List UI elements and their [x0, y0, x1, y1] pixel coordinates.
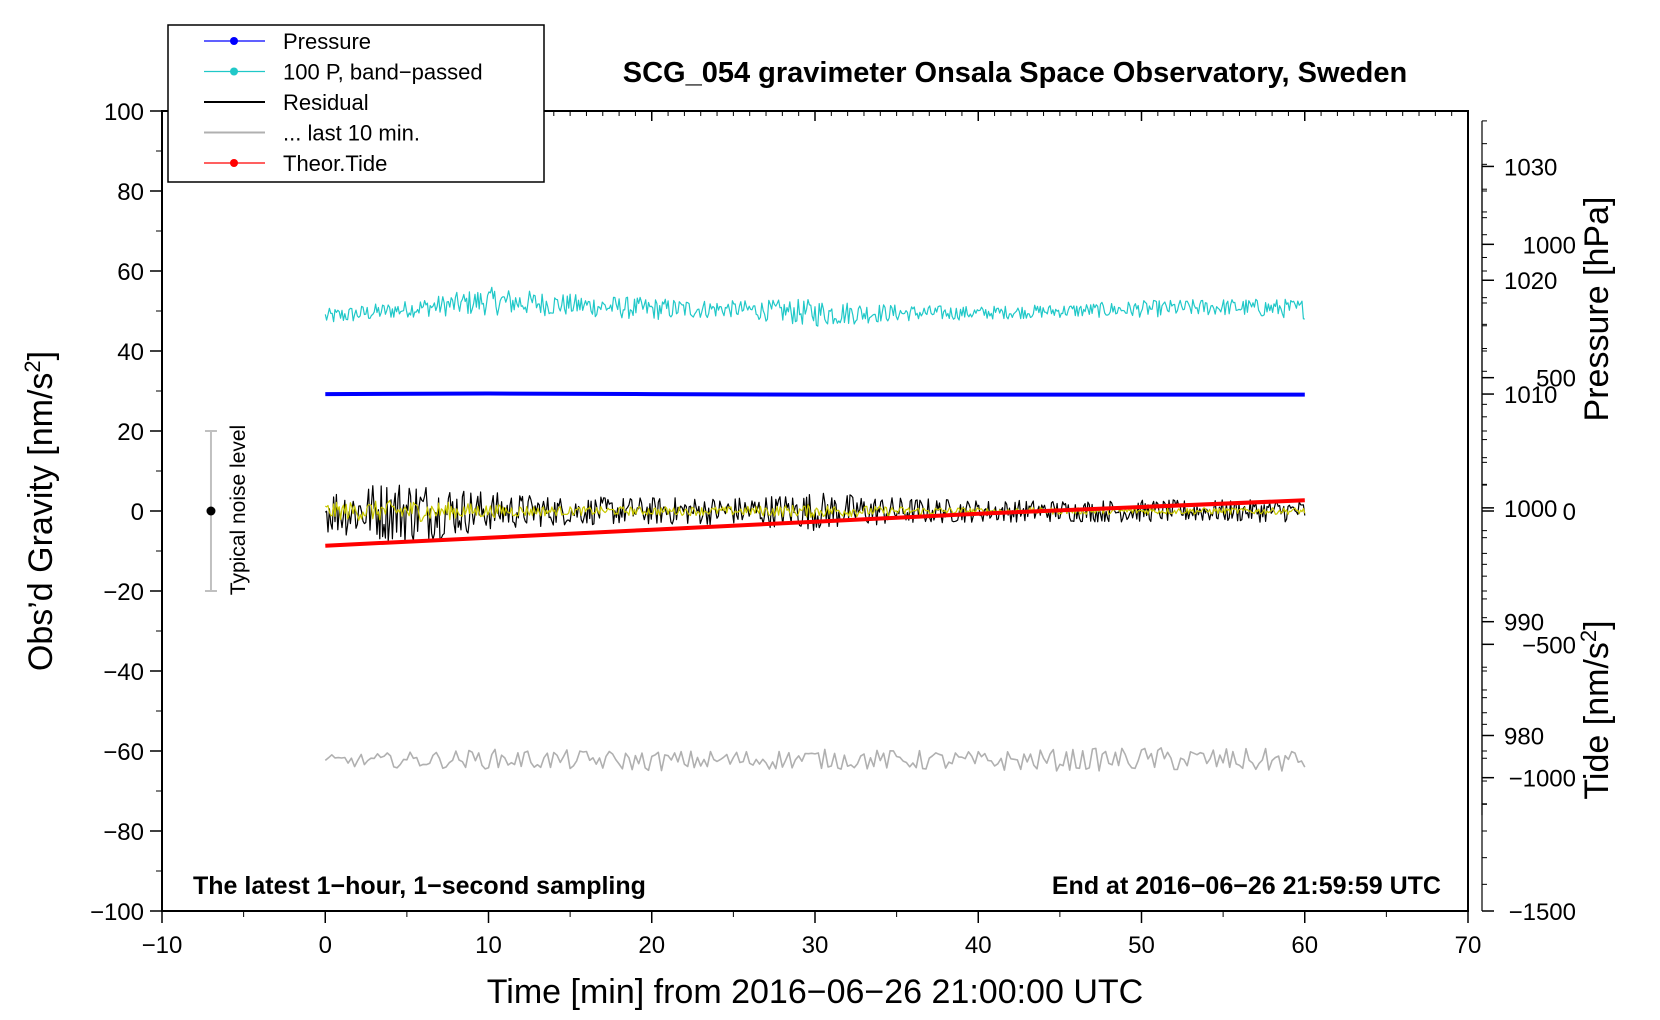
sampling-note: The latest 1−hour, 1−second sampling [193, 872, 646, 900]
y-tick-label: −80 [103, 819, 144, 846]
tide-axis-title-end: ] [1578, 620, 1616, 629]
legend-label: 100 P, band−passed [283, 60, 483, 85]
x-tick-label: 40 [965, 932, 992, 959]
legend-marker [230, 159, 238, 167]
tide-tick-label: 500 [1536, 366, 1576, 393]
tide-tick-label: −500 [1522, 632, 1576, 659]
noise-level-label: Typical noise level [227, 425, 250, 595]
series-line-100-p-band-passed [324, 286, 1305, 327]
y-tick-label: 60 [117, 259, 144, 286]
pressure-tick-label: 980 [1504, 723, 1544, 750]
tide-axis-ticks: −1500 −1000 −500 0 500 1000 [1481, 163, 1576, 926]
pressure-tick-label: 1020 [1504, 268, 1557, 295]
tide-axis-title-sup: 2 [1576, 630, 1601, 642]
tide-axis-title-text: Tide [nm/s [1578, 642, 1616, 799]
legend: Pressure 100 P, band−passed Residual ... la… [167, 24, 545, 183]
series-line-last-10-min [324, 747, 1306, 772]
legend-label: Theor.Tide [283, 151, 387, 176]
tide-tick-label: −1500 [1509, 899, 1576, 926]
y-tick-label: −40 [103, 659, 144, 686]
noise-bar-center [206, 506, 216, 516]
pressure-tick-label: 990 [1504, 610, 1544, 637]
y-tick-label: 40 [117, 339, 144, 366]
series-line-pressure [325, 391, 1305, 397]
y-tick-label: −60 [103, 739, 144, 766]
legend-marker [230, 67, 238, 76]
legend-marker [230, 37, 238, 45]
x-axis-title: Time [min] from 2016−06−26 21:00:00 UTC [487, 973, 1143, 1011]
legend-label: ... last 10 min. [283, 121, 420, 146]
y-axis-title-left-end: ] [22, 351, 60, 360]
x-tick-label: 20 [638, 932, 665, 959]
legend-box [167, 24, 545, 183]
pressure-axis-title: Pressure [hPa] [1578, 197, 1616, 422]
y-tick-label: −100 [90, 899, 144, 926]
y-axis-title-left-sup: 2 [20, 360, 45, 372]
x-tick-label: 50 [1128, 932, 1155, 959]
y-tick-label: 20 [117, 419, 144, 446]
tide-tick-label: −1000 [1509, 766, 1576, 793]
x-tick-label: −10 [142, 932, 183, 959]
tide-tick-label: 0 [1563, 499, 1576, 526]
legend-label: Pressure [283, 29, 371, 54]
y-axis-title-left: Obs’d Gravity [nm/s2] [20, 351, 61, 671]
x-tick-label: 10 [475, 932, 502, 959]
x-tick-label: 0 [319, 932, 332, 959]
y-tick-label: −20 [103, 579, 144, 606]
series-line-residual-smoothed [324, 499, 1306, 523]
chart-title: SCG_054 gravimeter Onsala Space Observat… [623, 57, 1407, 89]
x-tick-label: 70 [1455, 932, 1482, 959]
tide-tick-label: 1000 [1523, 232, 1576, 259]
series-line-theor-tide [325, 498, 1305, 548]
y-tick-label: 80 [117, 179, 144, 206]
series-group [324, 286, 1306, 772]
tide-axis-title: Tide [nm/s2] [1576, 620, 1617, 799]
y-axis-title-left-text: Obs’d Gravity [nm/s [22, 373, 60, 672]
x-axis-ticks: −10 0 10 20 30 40 50 60 70 [142, 111, 1482, 959]
y-tick-label: 0 [131, 499, 144, 526]
pressure-tick-label: 1030 [1504, 154, 1557, 181]
x-tick-label: 30 [802, 932, 829, 959]
pressure-tick-label: 1000 [1504, 496, 1557, 523]
left-gravity-axis-ticks: −100 −80 −60 −40 −20 0 20 40 60 80 100 [90, 99, 162, 926]
noise-level-indicator [204, 430, 217, 592]
legend-label: Residual [283, 90, 369, 115]
pressure-tick-label: 1010 [1504, 382, 1557, 409]
y-tick-label: 100 [104, 99, 144, 126]
pressure-axis-ticks: 980 990 1000 1010 1020 1030 [1481, 120, 1557, 816]
x-tick-label: 60 [1291, 932, 1318, 959]
end-time-note: End at 2016−06−26 21:59:59 UTC [1052, 872, 1441, 900]
